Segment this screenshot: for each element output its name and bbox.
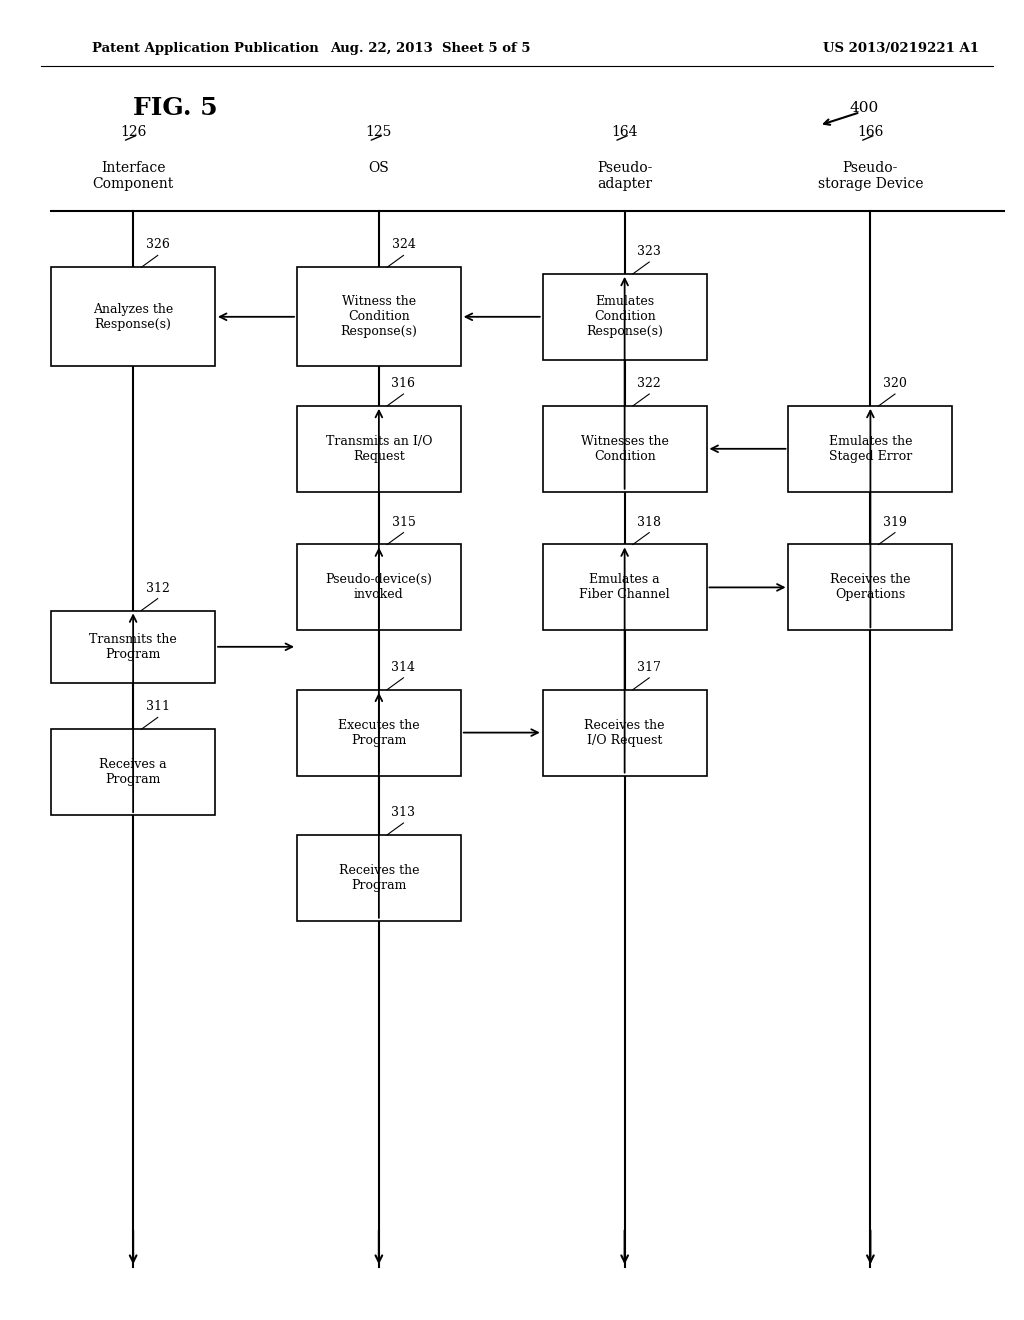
Text: Emulates the
Staged Error: Emulates the Staged Error bbox=[828, 434, 912, 463]
FancyBboxPatch shape bbox=[543, 405, 707, 491]
Text: 326: 326 bbox=[145, 239, 170, 251]
Text: 314: 314 bbox=[391, 661, 416, 673]
Text: 318: 318 bbox=[637, 516, 662, 528]
FancyBboxPatch shape bbox=[788, 544, 952, 630]
Text: OS: OS bbox=[369, 161, 389, 176]
FancyBboxPatch shape bbox=[51, 729, 215, 816]
Text: Witness the
Condition
Response(s): Witness the Condition Response(s) bbox=[340, 296, 418, 338]
FancyBboxPatch shape bbox=[543, 544, 707, 630]
FancyBboxPatch shape bbox=[51, 267, 215, 366]
Text: US 2013/0219221 A1: US 2013/0219221 A1 bbox=[823, 42, 979, 55]
Text: 320: 320 bbox=[883, 378, 907, 391]
FancyBboxPatch shape bbox=[297, 836, 461, 921]
Text: Witnesses the
Condition: Witnesses the Condition bbox=[581, 434, 669, 463]
Text: 312: 312 bbox=[145, 582, 170, 594]
Text: 126: 126 bbox=[120, 125, 146, 139]
Text: Transmits the
Program: Transmits the Program bbox=[89, 632, 177, 661]
Text: Receives the
Operations: Receives the Operations bbox=[830, 573, 910, 602]
Text: 164: 164 bbox=[611, 125, 638, 139]
Text: Receives the
I/O Request: Receives the I/O Request bbox=[585, 718, 665, 747]
Text: Receives the
Program: Receives the Program bbox=[339, 863, 419, 892]
FancyBboxPatch shape bbox=[543, 275, 707, 359]
FancyBboxPatch shape bbox=[297, 689, 461, 776]
FancyBboxPatch shape bbox=[788, 405, 952, 491]
Text: Executes the
Program: Executes the Program bbox=[338, 718, 420, 747]
FancyBboxPatch shape bbox=[297, 544, 461, 630]
Text: Pseudo-device(s)
invoked: Pseudo-device(s) invoked bbox=[326, 573, 432, 602]
FancyBboxPatch shape bbox=[297, 405, 461, 491]
Text: 166: 166 bbox=[857, 125, 884, 139]
Text: Aug. 22, 2013  Sheet 5 of 5: Aug. 22, 2013 Sheet 5 of 5 bbox=[330, 42, 530, 55]
Text: 316: 316 bbox=[391, 378, 416, 391]
Text: 317: 317 bbox=[637, 661, 662, 673]
Text: 319: 319 bbox=[883, 516, 907, 528]
Text: Pseudo-
storage Device: Pseudo- storage Device bbox=[817, 161, 924, 191]
Text: FIG. 5: FIG. 5 bbox=[133, 96, 218, 120]
Text: 323: 323 bbox=[637, 246, 662, 259]
Text: 400: 400 bbox=[850, 102, 880, 115]
Text: Emulates
Condition
Response(s): Emulates Condition Response(s) bbox=[586, 296, 664, 338]
FancyBboxPatch shape bbox=[297, 267, 461, 366]
Text: 313: 313 bbox=[391, 807, 416, 818]
Text: 311: 311 bbox=[145, 701, 170, 713]
Text: Patent Application Publication: Patent Application Publication bbox=[92, 42, 318, 55]
Text: Transmits an I/O
Request: Transmits an I/O Request bbox=[326, 434, 432, 463]
Text: 322: 322 bbox=[637, 378, 662, 391]
Text: Receives a
Program: Receives a Program bbox=[99, 758, 167, 787]
Text: Pseudo-
adapter: Pseudo- adapter bbox=[597, 161, 652, 191]
Text: 324: 324 bbox=[391, 239, 416, 251]
FancyBboxPatch shape bbox=[51, 610, 215, 684]
Text: Analyzes the
Response(s): Analyzes the Response(s) bbox=[93, 302, 173, 331]
Text: 315: 315 bbox=[391, 516, 416, 528]
Text: Emulates a
Fiber Channel: Emulates a Fiber Channel bbox=[580, 573, 670, 602]
FancyBboxPatch shape bbox=[543, 689, 707, 776]
Text: 125: 125 bbox=[366, 125, 392, 139]
Text: Interface
Component: Interface Component bbox=[92, 161, 174, 191]
